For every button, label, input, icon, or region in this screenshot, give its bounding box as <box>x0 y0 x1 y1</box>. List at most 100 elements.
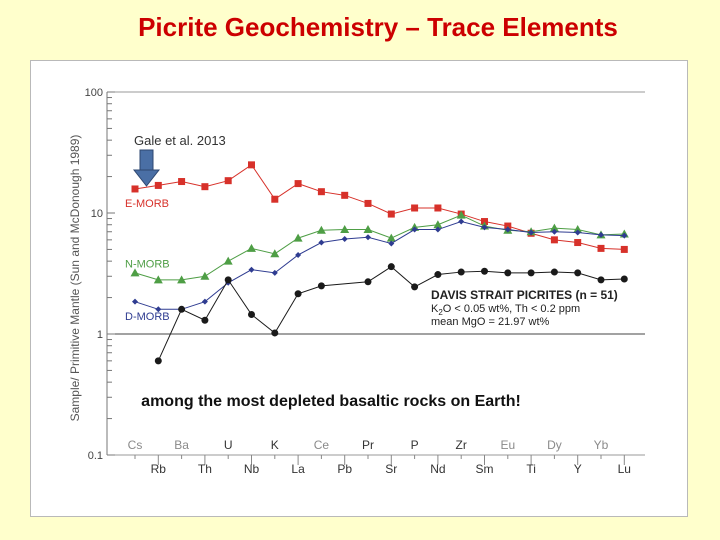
data-point-square <box>597 244 605 252</box>
data-point-square <box>341 191 349 199</box>
data-point-triangle <box>433 220 443 229</box>
data-point-diamond <box>201 298 208 305</box>
figure-panel: 0.1 1 10 100 Cs Rb Ba Th U Nb K La Ce Pb Pr Sr P Nd Zr Sm Eu… <box>30 60 688 517</box>
data-point-diamond <box>481 224 488 231</box>
data-point-square <box>620 245 628 253</box>
data-point-square <box>574 239 582 247</box>
x-tick-label: Ti <box>526 462 536 476</box>
x-tick-label: Cs <box>128 438 143 452</box>
data-point-diamond <box>248 266 255 273</box>
x-tick-label: Sm <box>476 462 494 476</box>
data-point-square <box>178 178 186 186</box>
data-point-diamond <box>528 229 535 236</box>
trace-element-chart: 0.1 1 10 100 Cs Rb Ba Th U Nb K La Ce Pb Pr Sr P Nd Zr Sm Eu… <box>68 87 645 476</box>
labels-layer: Sample/ Primitive Mantle (Sun and McDono… <box>68 133 618 421</box>
data-point-circle <box>294 290 302 298</box>
annotation-text: among the most depleted basaltic rocks o… <box>141 393 521 410</box>
data-point-triangle <box>293 233 303 242</box>
y-tick-label: 10 <box>91 208 103 220</box>
series-line <box>157 266 625 362</box>
x-tick-label: Nb <box>244 462 260 476</box>
data-point-circle <box>527 269 535 277</box>
x-tick-label: P <box>411 438 419 452</box>
series-line <box>134 164 625 250</box>
data-point-triangle <box>573 225 583 234</box>
data-point-diamond <box>434 226 441 233</box>
y-tick-label: 0.1 <box>88 450 103 462</box>
data-point-square <box>201 183 209 191</box>
slide-title: Picrite Geochemistry – Trace Elements <box>138 12 618 42</box>
data-point-circle <box>597 276 605 284</box>
data-point-square <box>317 188 325 196</box>
data-point-triangle <box>363 225 373 234</box>
data-point-triangle <box>386 233 396 242</box>
data-point-diamond <box>271 269 278 276</box>
data-point-diamond <box>458 218 465 225</box>
data-point-square <box>364 199 372 207</box>
data-point-square <box>224 177 232 185</box>
data-point-circle <box>434 271 442 279</box>
series-davis <box>154 263 628 365</box>
data-point-diamond <box>365 234 371 241</box>
data-point-diamond <box>318 239 325 246</box>
data-point-triangle <box>456 210 466 219</box>
data-point-triangle <box>549 223 559 232</box>
x-tick-label: Th <box>198 462 212 476</box>
y-tick-label: 100 <box>85 87 103 99</box>
picrite-legend-mgo: mean MgO = 21.97 wt% <box>431 316 550 328</box>
data-point-circle <box>154 357 162 365</box>
data-point-circle <box>411 283 419 291</box>
x-tick-label: Sr <box>385 462 397 476</box>
data-point-diamond <box>295 251 302 258</box>
series-label: D-MORB <box>125 311 170 323</box>
x-tick-label: Dy <box>547 438 562 452</box>
series-label: E-MORB <box>125 198 169 210</box>
data-point-triangle <box>270 249 280 258</box>
data-point-diamond <box>132 298 138 305</box>
data-point-square <box>154 181 162 189</box>
series-line <box>134 214 625 281</box>
data-point-circle <box>504 269 512 277</box>
data-point-diamond <box>341 235 348 242</box>
x-tick-label: Eu <box>500 438 515 452</box>
data-point-triangle <box>340 225 350 234</box>
data-point-diamond <box>598 231 604 238</box>
x-tick-label: U <box>224 438 233 452</box>
data-point-circle <box>457 268 465 276</box>
data-point-diamond <box>504 226 511 233</box>
data-point-diamond <box>411 226 418 233</box>
data-point-diamond <box>574 229 581 236</box>
data-point-square <box>387 210 395 218</box>
data-point-triangle <box>200 271 210 280</box>
x-tick-label: La <box>291 462 305 476</box>
picrite-legend-detail: K2O < 0.05 wt%, Th < 0.2 ppm <box>431 303 580 317</box>
picrite-legend-title: DAVIS STRAIT PICRITES (n = 51) <box>431 288 618 302</box>
data-point-square <box>550 236 558 244</box>
x-tick-label: Nd <box>430 462 445 476</box>
data-point-circle <box>620 275 628 283</box>
data-point-square <box>411 204 419 212</box>
data-point-square <box>294 180 302 188</box>
data-point-circle <box>178 305 186 313</box>
series-label: N-MORB <box>125 258 170 270</box>
series-line <box>134 221 625 310</box>
x-tick-label: K <box>271 438 279 452</box>
axes: 0.1 1 10 100 Cs Rb Ba Th U Nb K La Ce Pb Pr Sr P Nd Zr Sm Eu… <box>85 87 645 476</box>
data-point-circle <box>201 316 209 324</box>
data-point-circle <box>387 263 395 271</box>
data-point-square <box>248 161 255 169</box>
data-point-circle <box>248 310 255 318</box>
data-point-square <box>481 218 488 226</box>
data-point-triangle <box>223 256 233 265</box>
data-point-triangle <box>177 275 187 284</box>
y-tick-label: 1 <box>97 329 103 341</box>
series-layer: E-MORB N-MORB D-MORB <box>125 161 629 365</box>
data-point-circle <box>481 267 488 275</box>
x-tick-label: Yb <box>594 438 609 452</box>
data-point-square <box>271 195 279 203</box>
citation-label: Gale et al. 2013 <box>134 133 226 148</box>
data-point-circle <box>550 268 558 276</box>
data-point-square <box>131 185 139 193</box>
data-point-diamond <box>551 228 558 235</box>
arrow-icon <box>132 149 161 187</box>
